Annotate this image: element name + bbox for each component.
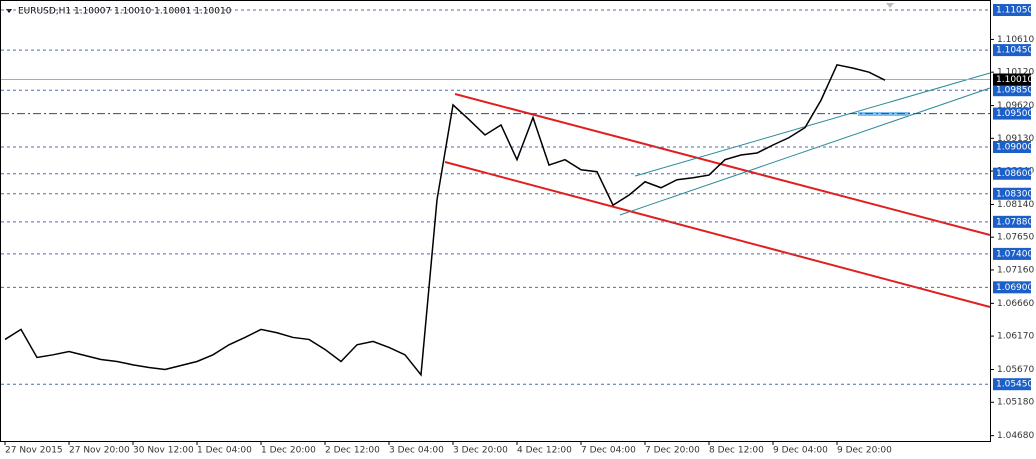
plot-frame	[0, 0, 991, 442]
x-tick-label: 9 Dec 20:00	[837, 446, 892, 456]
x-tick-label: 4 Dec 12:00	[517, 446, 572, 456]
level-box	[993, 378, 1031, 391]
y-tick-label: 1.09620	[997, 101, 1034, 111]
level-box	[993, 215, 1031, 228]
y-tick-label: 1.05180	[997, 398, 1034, 408]
price-box	[993, 73, 1031, 86]
channel-line	[634, 72, 991, 177]
y-tick-label: 1.05670	[997, 365, 1034, 375]
level-box	[993, 187, 1031, 200]
level-box	[993, 4, 1031, 17]
y-tick-label: 1.06660	[997, 299, 1034, 309]
chart-title: EURUSD,H1 1.10007 1.10010 1.10001 1.1001…	[18, 7, 232, 17]
level-box	[993, 247, 1031, 260]
x-tick-label: 30 Nov 12:00	[133, 446, 194, 456]
channel-line	[454, 93, 991, 236]
y-tick-label: 1.07650	[997, 233, 1034, 243]
level-label: 1.06900	[996, 283, 1033, 293]
price-label: 1.10010	[996, 75, 1033, 85]
level-label: 1.05450	[996, 380, 1033, 390]
y-tick-label: 1.08140	[997, 200, 1034, 210]
y-tick-label: 1.06170	[997, 332, 1034, 342]
x-tick-label: 27 Nov 2015	[5, 446, 63, 456]
x-tick-label: 7 Dec 04:00	[581, 446, 636, 456]
level-box	[993, 281, 1031, 294]
level-box	[993, 167, 1031, 180]
level-label: 1.07400	[996, 249, 1033, 259]
y-tick-label: 1.10120	[997, 68, 1034, 78]
level-label: 1.09500	[996, 109, 1033, 119]
x-tick-label: 1 Dec 04:00	[197, 446, 252, 456]
x-tick-label: 7 Dec 20:00	[645, 446, 700, 456]
level-label: 1.09850	[996, 86, 1033, 96]
y-tick-label: 1.09130	[997, 134, 1034, 144]
channel-line	[444, 161, 991, 308]
level-label: 1.11050	[996, 6, 1033, 16]
level-box	[993, 107, 1031, 120]
x-tick-label: 3 Dec 04:00	[389, 446, 444, 456]
level-label: 1.08600	[996, 169, 1033, 179]
level-box	[993, 44, 1031, 57]
level-label: 1.10450	[996, 46, 1033, 56]
level-label: 1.08300	[996, 189, 1033, 199]
shift-marker	[886, 3, 894, 8]
y-tick-label: 1.04680	[997, 431, 1034, 441]
x-tick-label: 9 Dec 04:00	[773, 446, 828, 456]
x-tick-label: 1 Dec 20:00	[261, 446, 316, 456]
level-label: 1.07880	[996, 217, 1033, 227]
x-tick-label: 2 Dec 12:00	[325, 446, 380, 456]
y-tick-label: 1.10610	[997, 35, 1034, 45]
x-tick-label: 8 Dec 12:00	[709, 446, 764, 456]
y-tick-label: 1.07160	[997, 265, 1034, 275]
level-label: 1.09000	[996, 143, 1033, 153]
x-tick-label: 3 Dec 20:00	[453, 446, 508, 456]
level-box	[993, 141, 1031, 153]
x-tick-label: 27 Nov 20:00	[69, 446, 130, 456]
price-line-series	[4, 63, 886, 377]
level-box	[993, 84, 1031, 97]
